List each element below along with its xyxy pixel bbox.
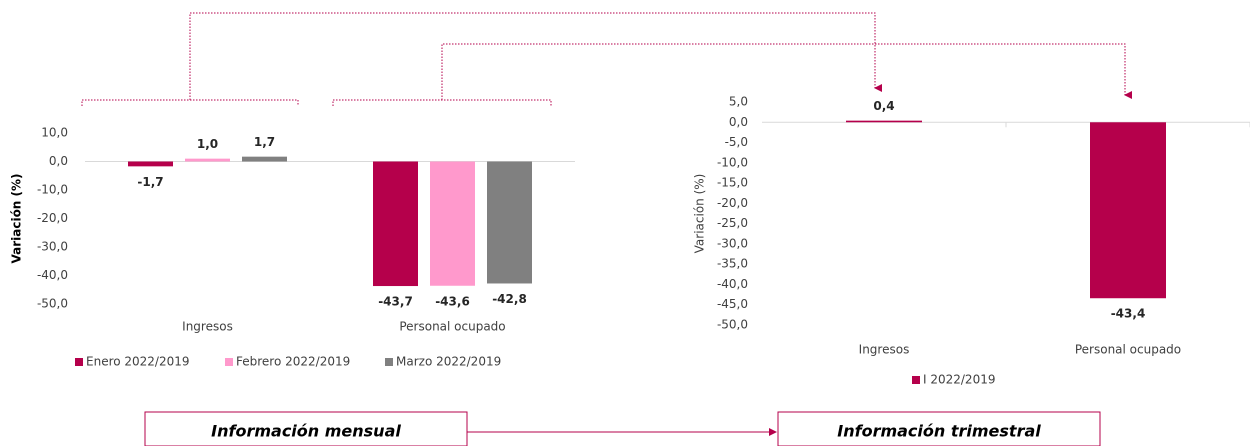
y-tick-label: -30,0 [717, 236, 748, 250]
legend-label: Marzo 2022/2019 [396, 355, 501, 369]
y-tick-label: -25,0 [717, 216, 748, 230]
legend-swatch [75, 358, 83, 366]
y-tick-label: 10,0 [41, 126, 68, 140]
bracket [81, 12, 875, 106]
bar [487, 161, 532, 284]
y-tick-label: -50,0 [37, 297, 68, 311]
bar [373, 161, 418, 287]
bar [128, 161, 173, 167]
legend-swatch [385, 358, 393, 366]
bracket [332, 43, 1125, 106]
legend-label: I 2022/2019 [923, 373, 995, 387]
y-tick-label: -40,0 [717, 277, 748, 291]
y-tick-label: -50,0 [717, 318, 748, 332]
y-tick-label: -10,0 [37, 183, 68, 197]
bar [1090, 122, 1166, 299]
y-tick-label: -30,0 [37, 240, 68, 254]
x-tick-label: Ingresos [182, 320, 233, 334]
box-label: Información mensual [211, 422, 401, 441]
y-axis-label: Variación (%) [10, 173, 24, 263]
data-label: -43,6 [435, 294, 470, 308]
y-tick-label: -10,0 [717, 155, 748, 169]
y-tick-label: 0,0 [49, 154, 68, 168]
label-box [777, 411, 1101, 446]
y-tick-label: -15,0 [717, 176, 748, 190]
data-label: -43,7 [378, 295, 413, 309]
legend-label: Febrero 2022/2019 [236, 355, 350, 369]
x-tick-label: Personal ocupado [399, 320, 505, 334]
y-tick-label: -35,0 [717, 257, 748, 271]
data-label: 1,7 [254, 135, 275, 149]
legend-swatch [225, 358, 233, 366]
bar [430, 161, 475, 286]
y-tick-label: -5,0 [725, 135, 748, 149]
x-tick-label: Ingresos [859, 343, 910, 357]
label-box [144, 411, 468, 446]
y-tick-label: 0,0 [729, 115, 748, 129]
y-tick-label: 5,0 [729, 95, 748, 109]
y-axis-label: Variación (%) [693, 174, 707, 254]
data-label: -43,4 [1111, 307, 1146, 321]
data-label: 0,4 [873, 99, 894, 113]
data-label: 1,0 [197, 137, 218, 151]
y-tick-label: -40,0 [37, 268, 68, 282]
legend-label: Enero 2022/2019 [86, 355, 190, 369]
bar [185, 158, 230, 162]
y-tick-label: -20,0 [37, 211, 68, 225]
x-tick-label: Personal ocupado [1075, 343, 1181, 357]
bar [846, 120, 922, 123]
legend-swatch [912, 376, 920, 384]
data-label: -42,8 [492, 292, 527, 306]
y-tick-label: -20,0 [717, 196, 748, 210]
box-label: Información trimestral [837, 422, 1041, 441]
y-tick-label: -45,0 [717, 297, 748, 311]
bar [242, 156, 287, 162]
data-label: -1,7 [137, 175, 163, 189]
